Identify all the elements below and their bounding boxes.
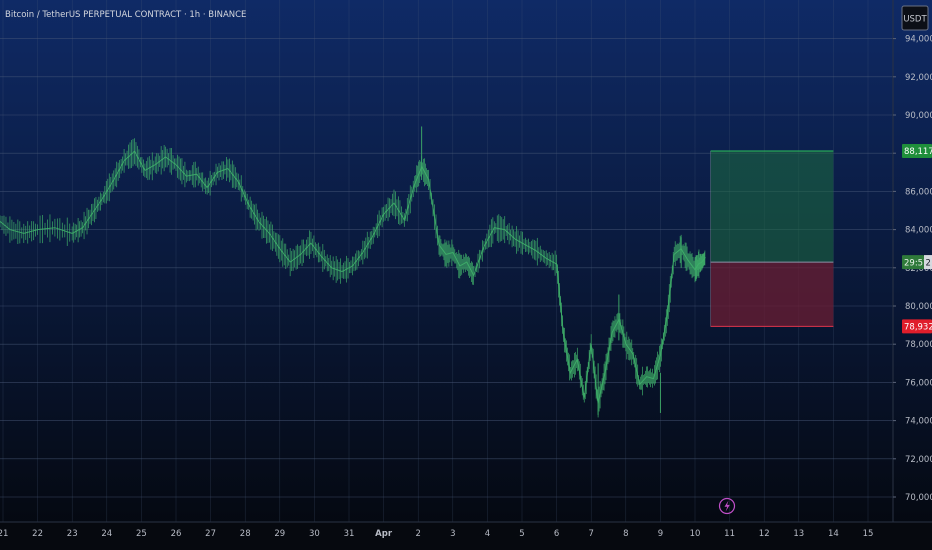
x-tick-label: 12 [759,529,770,539]
y-tick-label: 70,000.0 [905,493,932,503]
y-tick-label: 94,000.0 [905,35,932,45]
profit-zone[interactable] [710,150,834,263]
event-lightning-icon[interactable] [718,497,736,515]
position-zones[interactable] [710,150,834,327]
target-price-tag: 88,117.2 [904,147,932,157]
x-tick-label: 25 [136,529,147,539]
x-tick-label: 2 [415,529,420,539]
price-series[interactable] [0,126,706,418]
time-axis-background [0,522,932,550]
x-tick-label: Apr [375,529,393,539]
x-tick-label: 31 [344,529,355,539]
price-tags: 88,117.2 78,932.9 29:572 [902,143,932,334]
x-tick-label: 9 [658,529,663,539]
y-tick-label: 80,000.0 [905,302,932,312]
stop-price-tag-bg [902,319,932,334]
currency-label: USDT [903,15,927,25]
currency-button[interactable]: USDT [901,5,929,31]
price-axis[interactable]: 70,000.0 72,000.0 74,000.0 76,000.0 78,000.0… [892,0,932,522]
x-tick-label: 30 [309,529,320,539]
x-tick-label: 3 [450,529,455,539]
y-tick-label: 84,000.0 [905,226,932,236]
stop-price-tag: 78,932.9 [904,323,932,333]
x-tick-label: 28 [240,529,251,539]
x-tick-label: 10 [690,529,701,539]
current-suffix: 2 [926,258,931,268]
x-tick-label: 6 [554,529,559,539]
x-tick-label: 11 [724,529,735,539]
x-tick-label: 4 [485,529,490,539]
x-tick-label: 29 [274,529,285,539]
y-tick-label: 78,000.0 [905,340,932,350]
current-suffix-bg [924,255,932,270]
x-tick-label: 24 [101,529,112,539]
grid [0,0,893,522]
lightning-glyph [724,500,730,512]
x-tick-label: 14 [828,529,839,539]
y-tick-label: 92,000.0 [905,73,932,83]
current-price-tag-bg [902,255,924,270]
y-tick-label: 74,000.0 [905,417,932,427]
x-tick-label: 8 [623,529,628,539]
x-tick-label: 23 [67,529,78,539]
x-tick-label: 27 [205,529,216,539]
x-tick-label: 5 [519,529,524,539]
chart-title: Bitcoin / TetherUS PERPETUAL CONTRACT · … [5,10,246,20]
x-tick-label: 26 [171,529,182,539]
x-tick-label: 22 [32,529,43,539]
x-tick-label: 7 [588,529,593,539]
event-icon-circle [718,497,736,515]
current-countdown: 29:57 [904,258,929,268]
currency-button-frame [901,5,929,31]
y-tick-label: 90,000.0 [905,111,932,121]
x-tick-label: 15 [863,529,874,539]
y-tick-label: 76,000.0 [905,378,932,388]
target-price-tag-bg [902,143,932,158]
time-axis[interactable]: 21 22 23 24 25 26 27 28 29 30 31 Apr 2 3 4 5 6 7 8 9 10 11 12 1… [0,521,932,550]
y-tick-label: 86,000.0 [905,187,932,197]
y-tick-label: 72,000.0 [905,455,932,465]
loss-zone[interactable] [710,262,834,327]
x-tick-label: 21 [0,529,8,539]
x-tick-label: 13 [793,529,804,539]
